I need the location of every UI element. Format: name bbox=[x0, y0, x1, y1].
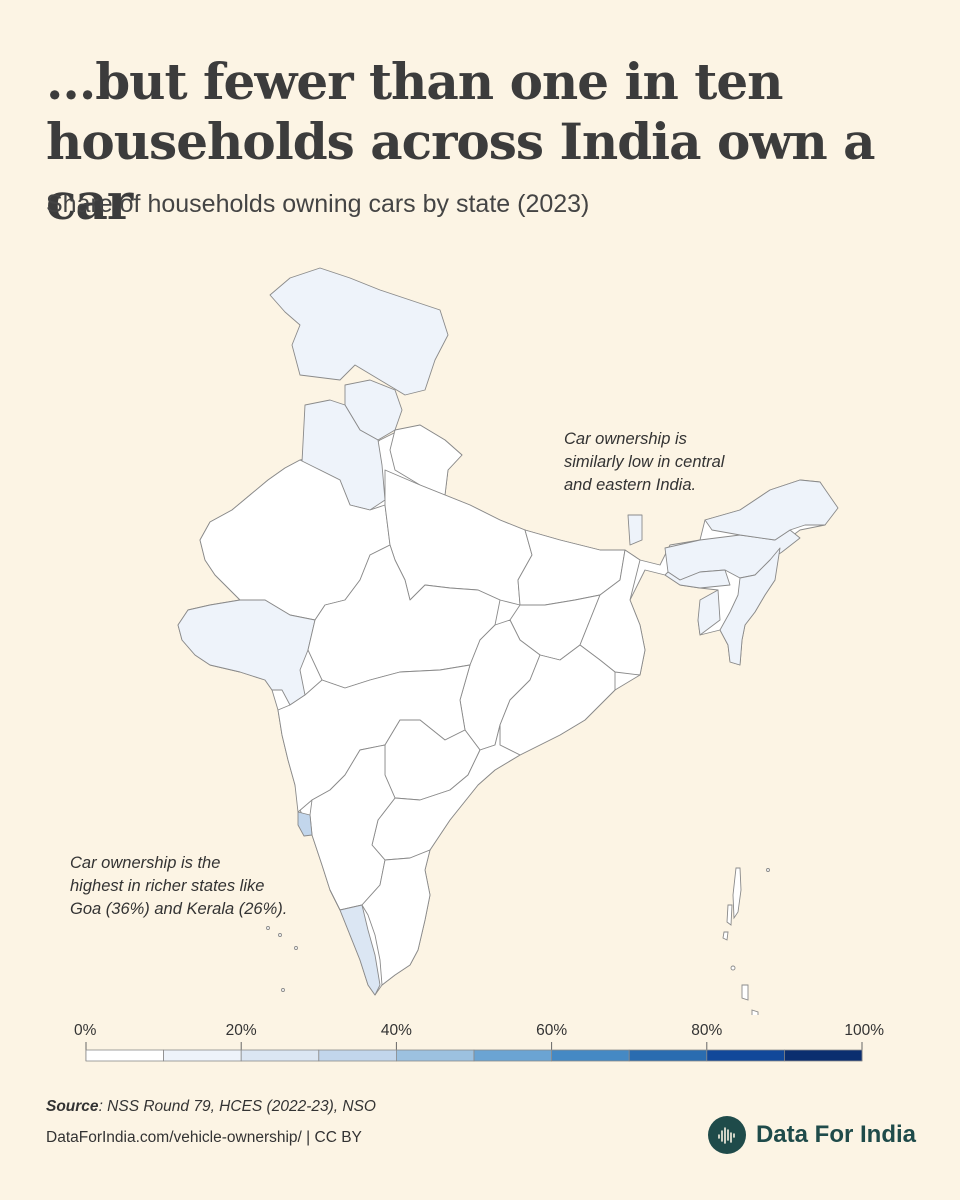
legend-swatch bbox=[628, 1049, 708, 1062]
brand: Data For India bbox=[707, 1116, 916, 1154]
state-assam bbox=[664, 529, 801, 581]
state-uttarakhand bbox=[389, 424, 463, 496]
legend-swatch bbox=[395, 1049, 475, 1062]
legend-swatch bbox=[85, 1049, 164, 1062]
legend-swatch bbox=[473, 1049, 552, 1062]
legend-swatch bbox=[318, 1049, 397, 1062]
legend-swatch bbox=[784, 1049, 863, 1062]
data-for-india-logo-icon bbox=[707, 1116, 746, 1154]
state-uttar-pradesh bbox=[384, 469, 533, 606]
source-text: : NSS Round 79, HCES (2022-23), NSO bbox=[98, 1098, 376, 1115]
annotation-central-eastern: Car ownership is similarly low in centra… bbox=[564, 430, 725, 494]
state-arunachal bbox=[704, 479, 839, 541]
legend-swatch bbox=[240, 1049, 320, 1062]
india-map bbox=[177, 267, 839, 1015]
legend-tick-label: 80% bbox=[691, 1022, 722, 1039]
source-note: Source: NSS Round 79, HCES (2022-23), NS… bbox=[46, 1098, 376, 1116]
lakshadweep-islands bbox=[266, 926, 298, 992]
legend-tick-label: 60% bbox=[536, 1022, 567, 1039]
state-tamil-nadu bbox=[361, 849, 431, 986]
legend-swatch bbox=[163, 1049, 242, 1062]
state-kerala bbox=[329, 889, 381, 996]
state-jammu-kashmir-ladakh bbox=[269, 267, 449, 396]
page-subtitle: Share of households owning cars by state… bbox=[46, 190, 590, 218]
state-meghalaya bbox=[664, 569, 731, 589]
brand-name: Data For India bbox=[755, 1121, 916, 1148]
state-goa bbox=[297, 811, 313, 837]
color-legend: 0% 20% 40% 60% 80% 100% bbox=[74, 1022, 884, 1062]
page-title: ...but fewer than one in ten households … bbox=[46, 52, 876, 231]
footer-url[interactable]: DataForIndia.com/vehicle-ownership/ | CC… bbox=[46, 1129, 362, 1146]
state-odisha bbox=[499, 644, 616, 756]
andaman-nicobar-islands bbox=[722, 867, 770, 1015]
state-andhra-pradesh bbox=[371, 724, 521, 861]
legend-tick-label: 0% bbox=[74, 1022, 97, 1039]
source-label: Source bbox=[46, 1098, 99, 1115]
state-sikkim bbox=[627, 514, 643, 546]
legend-tick-label: 40% bbox=[381, 1022, 412, 1039]
legend-tick-label: 20% bbox=[226, 1022, 257, 1039]
state-manipur-mizoram bbox=[719, 547, 781, 666]
state-tripura bbox=[697, 589, 721, 636]
state-gujarat bbox=[177, 599, 316, 706]
legend-swatch bbox=[551, 1049, 630, 1062]
state-karnataka bbox=[309, 744, 396, 911]
legend-tick-label: 100% bbox=[844, 1022, 884, 1039]
annotation-goa-kerala: Car ownership is the highest in richer s… bbox=[70, 854, 288, 918]
legend-swatch bbox=[706, 1049, 785, 1062]
